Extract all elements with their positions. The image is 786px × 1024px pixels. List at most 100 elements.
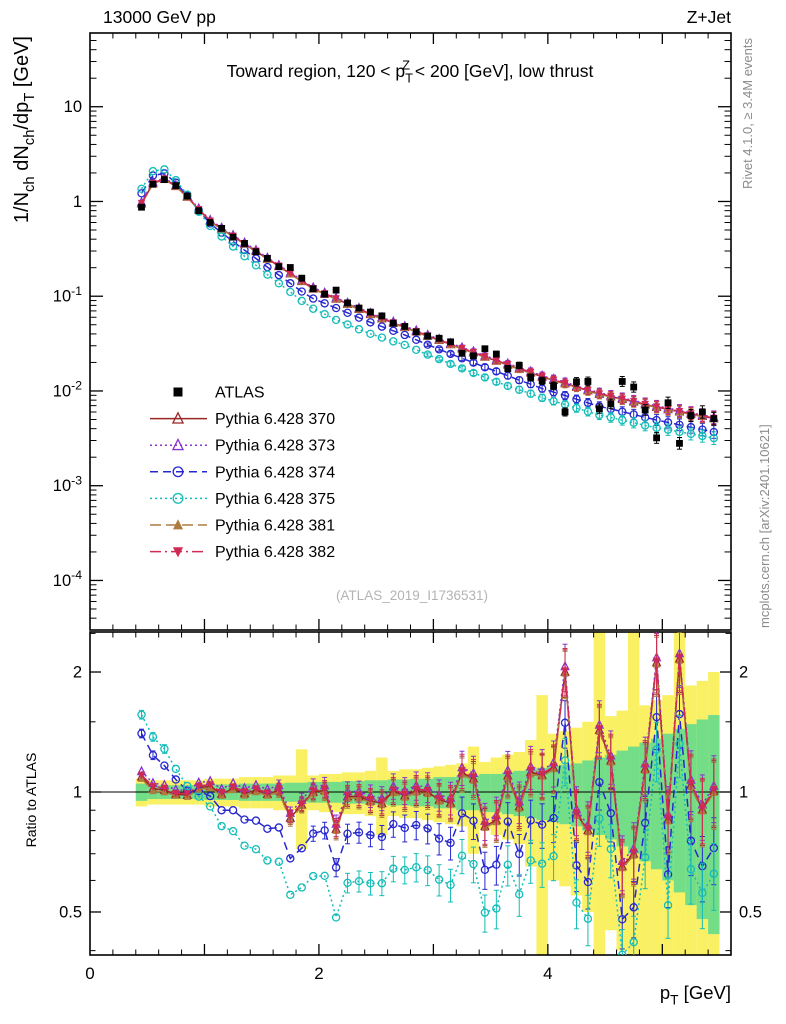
marker-triangle-down [149,783,157,791]
marker-triangle-down [286,812,295,821]
marker-square [206,219,214,226]
marker-square [595,405,603,413]
marker-circle-open [286,279,295,288]
marker-circle-open [240,252,249,261]
marker-circle-open [469,859,478,869]
marker-circle-open [354,325,364,334]
marker-circle-open [343,829,352,838]
marker-circle-open [560,756,570,765]
marker-triangle-down [332,295,340,303]
marker-square [401,323,409,330]
marker-square [321,290,329,298]
marker-triangle-down [378,798,386,806]
marker-circle-open [446,838,455,848]
ratio-tick-label-left: 2 [73,664,82,682]
marker-circle-open [263,270,272,279]
marker-circle-open [412,820,421,830]
marker-square [355,304,363,312]
marker-circle-open [320,871,329,881]
marker-triangle-down [584,825,592,833]
marker-circle-open [515,385,524,394]
marker-circle-open [709,433,719,443]
marker-circle-open [412,862,421,872]
band-green-bin [456,775,468,811]
band-green-bin [616,750,628,847]
marker-circle-open [492,377,501,387]
marker-triangle-down [710,786,718,794]
marker-triangle-down [401,790,409,799]
marker-circle-open [286,854,295,863]
marker-square [618,378,626,385]
marker-circle-open [400,330,409,340]
marker-square [275,263,283,271]
marker-square [435,334,443,342]
marker-triangle-down [584,386,592,395]
marker-square [229,233,237,241]
marker-square [664,399,672,407]
marker-square [344,299,351,307]
process-label: Z+Jet [687,7,731,27]
ratio-tick-label-right: 1 [739,783,748,801]
ratio-tick-label-right: 0.5 [739,903,762,921]
marker-circle-open [469,816,478,826]
marker-triangle-down [423,786,432,795]
marker-circle-open [160,761,169,770]
marker-circle-open [595,814,604,823]
marker-triangle-down [652,403,661,411]
marker-circle-open [652,745,661,754]
marker-circle-open [446,880,455,890]
marker-triangle-down [195,782,203,791]
marker-circle-open [629,937,638,947]
marker-circle-open [137,184,146,194]
marker-circle-open [343,320,352,329]
marker-circle-open [400,823,409,833]
marker-circle-open [595,777,604,787]
marker-circle-open [251,261,261,270]
marker-circle-open [354,876,364,886]
marker-square [378,312,386,320]
marker-square [676,439,683,447]
marker-triangle-down [355,791,363,800]
marker-square [367,308,374,316]
marker-circle-open [240,841,249,850]
x-tick-label: 0 [85,964,94,983]
marker-circle-open [583,877,593,887]
marker-circle-open [526,856,535,865]
marker-triangle-down [561,379,569,388]
y-tick-label: 10-3 [53,473,82,495]
marker-circle-open [297,883,306,892]
marker-circle-open [194,792,203,801]
band-green-bin [627,746,640,854]
marker-circle-open [240,815,249,824]
marker-circle-open [343,308,352,318]
marker-square [641,406,649,414]
y-tick-label: 10-2 [53,379,82,401]
marker-circle-open [389,337,398,346]
plot-title: Toward region, 120 < pTZ < 200 [GeV], lo… [227,58,594,86]
marker-triangle-down [607,392,615,401]
marker-triangle-down [515,801,523,809]
marker-square [607,400,615,408]
marker-square [173,387,183,397]
marker-triangle-down [229,783,237,791]
marker-circle-open [434,875,444,884]
series-top-Pythia-6-428-375 [137,165,719,445]
marker-circle-open [423,340,432,349]
marker-triangle-down [572,383,581,391]
marker-circle-open [537,859,547,868]
marker-circle-open [480,373,490,382]
marker-triangle-down [675,653,684,662]
marker-circle-open [423,824,432,833]
main-panel-series [136,165,719,450]
marker-circle-open [377,333,387,342]
marker-square [412,328,420,336]
marker-circle-open [526,816,535,825]
marker-circle-open [480,363,490,372]
marker-triangle-down [561,667,569,675]
y-tick-label: 10-4 [53,568,82,590]
marker-circle-open [217,806,226,815]
marker-circle-open [663,900,673,910]
marker-circle-open [469,368,478,378]
legend-entry-Pythia-6-428-373: Pythia 6.428 373 [150,438,335,455]
marker-triangle-down [492,815,501,823]
